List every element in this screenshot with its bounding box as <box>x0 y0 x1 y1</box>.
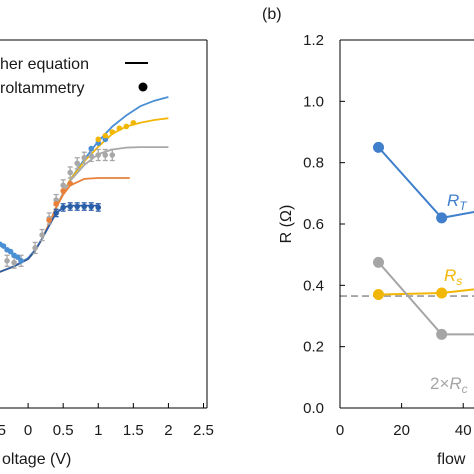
series-label-rt: RT <box>447 191 468 213</box>
legend-label-model: her equation <box>0 56 89 73</box>
series-label-subscript: T <box>459 199 468 213</box>
series-label-subscript: s <box>456 274 462 288</box>
panel-b-y-axis-label: R (Ω) <box>278 205 295 244</box>
data-point-0 <box>88 153 95 159</box>
data-point-2 <box>18 258 24 264</box>
data-point-1 <box>67 203 73 210</box>
data-point-1 <box>60 204 66 211</box>
data-point-1 <box>88 203 95 210</box>
data-point-0 <box>109 152 116 158</box>
data-point-4 <box>53 200 59 207</box>
panel-a-legend: her equation roltammetry <box>0 56 148 97</box>
panel-a-axes: -0.5 0 0.5 1 1.5 2 2.5 <box>0 39 214 439</box>
data-point-0 <box>81 154 88 161</box>
series-label-prefix: 2× <box>430 374 449 393</box>
x-tick-label: 2.5 <box>193 422 214 439</box>
data-point-4 <box>67 180 73 187</box>
data-point-4 <box>46 217 52 224</box>
series-label-rc: 2×Rc <box>430 374 468 396</box>
series-point-2 <box>373 256 385 268</box>
data-point-2 <box>7 248 14 255</box>
data-point-0 <box>60 182 66 189</box>
legend-dot-swatch <box>138 82 148 92</box>
data-point-3 <box>95 136 102 143</box>
panel-a-x-axis-label: oltage (V) <box>2 451 71 468</box>
data-point-3 <box>116 125 123 132</box>
data-point-2 <box>0 243 7 249</box>
series-point-1 <box>373 289 385 301</box>
x-tick-label: 0.5 <box>53 422 74 439</box>
data-point-0 <box>4 258 10 264</box>
y-tick-label: 0.8 <box>303 155 324 172</box>
data-point-3 <box>109 129 116 135</box>
data-point-0 <box>74 160 81 167</box>
data-point-0 <box>39 232 45 238</box>
x-tick-label: 0 <box>24 422 32 439</box>
series-label-symbol: R <box>447 191 459 210</box>
y-tick-label: 0.6 <box>303 216 324 233</box>
data-point-0 <box>95 152 102 158</box>
panel-b: (b) 0.0 0.2 0.4 0.6 0.8 1.0 1.2 0 20 40 R (Ω) flo… <box>262 6 474 468</box>
x-tick-label: 0 <box>336 422 344 439</box>
series-point-2 <box>436 328 448 340</box>
y-tick-label: 1.2 <box>303 32 324 49</box>
model-curve-1 <box>0 117 169 273</box>
y-tick-label: 0.0 <box>303 400 324 417</box>
x-tick-label: 20 <box>393 422 410 439</box>
series-label-symbol: R <box>449 374 461 393</box>
panel-a-plot-area <box>0 96 169 273</box>
series-label-rs: Rs <box>444 266 462 288</box>
y-tick-label: 1.0 <box>303 93 324 110</box>
data-point-3 <box>123 123 130 130</box>
model-curve-2 <box>0 146 169 273</box>
data-point-0 <box>102 152 109 158</box>
x-tick-label: -0.5 <box>0 422 6 439</box>
series-point-1 <box>436 287 448 299</box>
series-label-symbol: R <box>444 266 456 285</box>
model-curve-0 <box>0 96 169 273</box>
data-point-2 <box>14 254 21 260</box>
x-tick-label: 2 <box>164 422 172 439</box>
panel-b-label: (b) <box>262 6 282 23</box>
panel-b-axes: 0.0 0.2 0.4 0.6 0.8 1.0 1.2 0 20 40 <box>303 32 474 439</box>
data-point-2 <box>88 145 95 152</box>
y-tick-label: 0.2 <box>303 339 324 356</box>
series-point-0 <box>373 141 385 153</box>
y-tick-label: 0.4 <box>303 277 324 294</box>
data-point-1 <box>53 210 59 216</box>
data-point-1 <box>81 203 88 210</box>
data-point-4 <box>60 188 66 194</box>
x-tick-label: 40 <box>455 422 472 439</box>
data-point-0 <box>32 245 38 251</box>
panel-b-plot-area <box>340 141 474 340</box>
x-tick-label: 1 <box>94 422 102 439</box>
panel-a: -0.5 0 0.5 1 1.5 2 2.5 her equation roltammetr… <box>0 39 214 468</box>
series-label-subscript: c <box>462 382 468 396</box>
data-point-0 <box>67 169 73 176</box>
series-point-0 <box>436 212 448 224</box>
data-point-1 <box>74 203 81 210</box>
data-point-3 <box>102 132 109 139</box>
data-point-1 <box>95 204 102 211</box>
legend-label-data: roltammetry <box>0 80 84 97</box>
panel-b-x-axis-label: flow <box>437 451 466 468</box>
x-tick-label: 1.5 <box>123 422 144 439</box>
data-point-0 <box>11 259 17 266</box>
data-point-3 <box>130 120 137 126</box>
